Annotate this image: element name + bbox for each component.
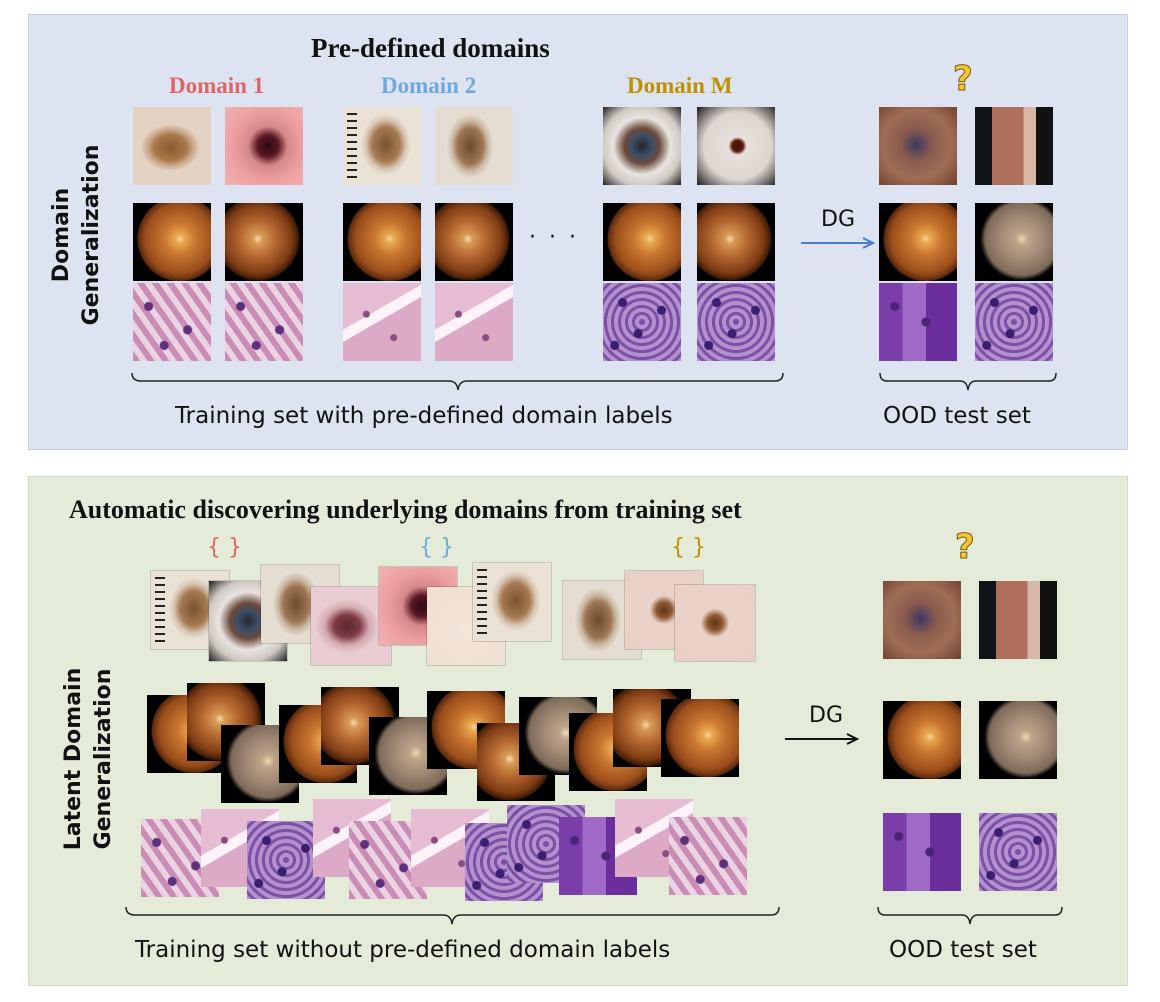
side-label-line1: Latent Domain [61, 667, 86, 851]
histology-image [343, 283, 421, 361]
training-set-bracket [125, 906, 780, 925]
side-label: Domain Generalization [47, 115, 107, 355]
dermoscopy-image [435, 107, 513, 185]
ood-test-caption: OOD test set [889, 937, 1037, 963]
brace-group-2: { } [419, 535, 454, 560]
ood-fundus-image [879, 203, 957, 281]
histology-image [133, 283, 211, 361]
dermoscopy-image [603, 107, 681, 185]
fundus-image [435, 203, 513, 281]
histology-image [225, 283, 303, 361]
histology-image [669, 817, 747, 895]
fundus-image [225, 203, 303, 281]
fundus-image [697, 203, 775, 281]
fundus-image [343, 203, 421, 281]
panel-title: Pre-defined domains [311, 33, 550, 63]
ood-dermoscopy-image [979, 581, 1057, 659]
ood-histology-image [883, 813, 961, 891]
ood-dermoscopy-image [975, 107, 1053, 185]
training-set-caption: Training set with pre-defined domain lab… [175, 403, 673, 429]
fundus-image [133, 203, 211, 281]
ood-histology-image [975, 283, 1053, 361]
dermoscopy-image [675, 585, 755, 661]
histology-image [435, 283, 513, 361]
panel-title: Automatic discovering underlying domains… [69, 495, 742, 524]
ood-fundus-image [883, 701, 961, 779]
training-set-caption: Training set without pre-defined domain … [135, 937, 671, 963]
ood-fundus-image [975, 203, 1053, 281]
dermoscopy-image [133, 107, 211, 185]
side-label-line1: Domain [49, 187, 74, 283]
dermoscopy-image [343, 107, 421, 185]
fundus-image [603, 203, 681, 281]
dermoscopy-image [473, 563, 551, 641]
histology-image [603, 283, 681, 361]
training-set-bracket [131, 372, 784, 391]
dermoscopy-image [225, 107, 303, 185]
ood-test-caption: OOD test set [883, 403, 1031, 429]
brace-group-1: { } [207, 535, 242, 560]
ood-fundus-image [979, 701, 1057, 779]
dg-arrow-label: DG [821, 207, 855, 232]
question-mark-icon: ? [955, 527, 976, 568]
histology-image [697, 283, 775, 361]
arrow-right-icon [801, 237, 876, 249]
fundus-image [661, 699, 739, 777]
brace-group-3: { } [671, 535, 706, 560]
ood-test-bracket [877, 906, 1063, 925]
domain-label-1: Domain 1 [169, 73, 265, 98]
side-label: Latent Domain Generalization [59, 629, 119, 889]
domain-generalization-panel: Pre-defined domains Domain Generalizatio… [28, 14, 1128, 450]
arrow-right-icon [785, 733, 860, 745]
ood-dermoscopy-image [879, 107, 957, 185]
dermoscopy-image [697, 107, 775, 185]
side-label-line2: Generalization [79, 144, 104, 326]
ood-dermoscopy-image [883, 581, 961, 659]
latent-domain-generalization-panel: Automatic discovering underlying domains… [28, 476, 1128, 986]
dermoscopy-image [311, 587, 391, 665]
side-label-line2: Generalization [91, 668, 116, 850]
histology-image [247, 821, 325, 899]
ood-histology-image [979, 813, 1057, 891]
question-mark-icon: ? [953, 59, 974, 100]
ood-test-bracket [879, 372, 1057, 391]
domain-label-m: Domain M [627, 73, 733, 98]
ellipsis: · · · [529, 225, 579, 250]
ood-histology-image [879, 283, 957, 361]
dg-arrow-label: DG [809, 703, 843, 728]
domain-label-2: Domain 2 [381, 73, 477, 98]
